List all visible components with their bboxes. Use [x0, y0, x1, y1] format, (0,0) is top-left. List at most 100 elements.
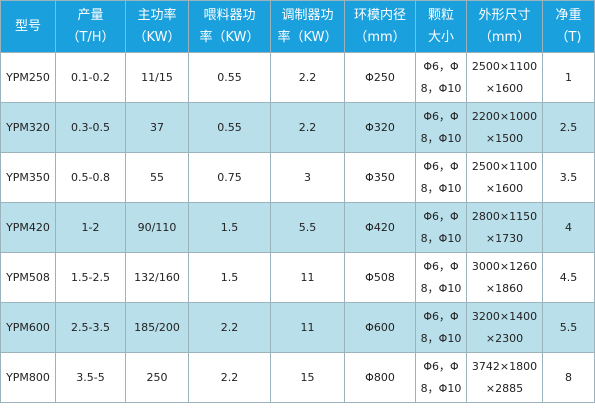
- cell-line: 8，Φ10: [420, 331, 462, 345]
- cell-line: （T/H）: [66, 29, 115, 45]
- header-row: 型号 产量 （T/H） 主功率 （KW） 喂料器功 率（KW） 调制器功 率（KW） 环模内径 （m…: [0, 0, 595, 53]
- table-cell: YPM800: [0, 352, 56, 403]
- cell-line: 环模内径: [353, 7, 406, 23]
- table-cell: 15: [270, 352, 345, 403]
- table-cell: 2.5: [542, 102, 595, 153]
- cell-line: 颗粒: [427, 7, 454, 23]
- table-cell: 0.3-0.5: [55, 102, 126, 153]
- table-cell: 55: [125, 152, 189, 203]
- cell-line: Φ6，Φ: [423, 359, 459, 373]
- cell-line: ×1600: [485, 181, 524, 195]
- table-cell: 90/110: [125, 202, 189, 253]
- table-row: YPM420 1-2 90/110 1.5 5.5 Φ420 Φ6，Φ 8，Φ10 2800×1…: [0, 202, 595, 253]
- table-cell: 3.5: [542, 152, 595, 203]
- table-cell: 5.5: [542, 302, 595, 353]
- table-cell: 3.5-5: [55, 352, 126, 403]
- table-cell: 2200×1000 ×1500: [466, 102, 543, 153]
- cell-line: 3742×1800: [471, 359, 538, 373]
- header-cell: 产量 （T/H）: [55, 0, 126, 53]
- table-row: YPM800 3.5-5 250 2.2 15 Φ800 Φ6，Φ 8，Φ10 3742×180…: [0, 352, 595, 403]
- cell-line: 喂料器功: [203, 7, 256, 23]
- spec-table: 型号 产量 （T/H） 主功率 （KW） 喂料器功 率（KW） 调制器功 率（KW） 环模内径 （m…: [0, 0, 595, 403]
- table-row: YPM508 1.5-2.5 132/160 1.5 11 Φ508 Φ6，Φ 8，Φ10 30…: [0, 252, 595, 303]
- table-cell: 4: [542, 202, 595, 253]
- table-cell: 2.2: [188, 302, 271, 353]
- table-cell: Φ800: [344, 352, 416, 403]
- cell-line: Φ6，Φ: [423, 309, 459, 323]
- table-row: YPM350 0.5-0.8 55 0.75 3 Φ350 Φ6，Φ 8，Φ10 2500×11…: [0, 152, 595, 203]
- header-cell: 喂料器功 率（KW）: [188, 0, 271, 53]
- cell-line: 2500×1100: [471, 59, 538, 73]
- header-cell: 外形尺寸 （mm）: [466, 0, 543, 53]
- table-cell: 1.5-2.5: [55, 252, 126, 303]
- cell-line: 调制器功: [281, 7, 334, 23]
- table-cell: Φ320: [344, 102, 416, 153]
- cell-line: 8，Φ10: [420, 181, 462, 195]
- cell-line: 大小: [427, 29, 454, 45]
- table-cell: 1.5: [188, 252, 271, 303]
- table-cell: 11: [270, 252, 345, 303]
- table-cell: YPM320: [0, 102, 56, 153]
- table-cell: 0.75: [188, 152, 271, 203]
- table-cell: 3742×1800 ×2885: [466, 352, 543, 403]
- table-cell: 1: [542, 52, 595, 103]
- table-cell: 2500×1100 ×1600: [466, 52, 543, 103]
- table-cell: 3000×1260 ×1860: [466, 252, 543, 303]
- table-row: YPM600 2.5-3.5 185/200 2.2 11 Φ600 Φ6，Φ 8，Φ10 32…: [0, 302, 595, 353]
- cell-line: Φ6，Φ: [423, 209, 459, 223]
- table-body: YPM250 0.1-0.2 11/15 0.55 2.2 Φ250 Φ6，Φ 8，Φ10 25…: [0, 52, 595, 403]
- cell-line: （mm）: [478, 29, 531, 45]
- table-cell: 2.2: [270, 52, 345, 103]
- table-cell: Φ250: [344, 52, 416, 103]
- cell-line: 8，Φ10: [420, 381, 462, 395]
- cell-line: （T): [555, 29, 582, 45]
- cell-line: Φ6，Φ: [423, 259, 459, 273]
- cell-line: 型号: [14, 18, 41, 34]
- table-cell: YPM508: [0, 252, 56, 303]
- cell-line: 外形尺寸: [478, 7, 531, 23]
- cell-line: ×1500: [485, 131, 524, 145]
- table-cell: 2.2: [270, 102, 345, 153]
- table-cell: 5.5: [270, 202, 345, 253]
- table-cell: YPM600: [0, 302, 56, 353]
- table-cell: Φ6，Φ 8，Φ10: [415, 152, 467, 203]
- cell-line: ×1860: [485, 281, 524, 295]
- table-cell: 8: [542, 352, 595, 403]
- table-cell: Φ508: [344, 252, 416, 303]
- table-cell: 185/200: [125, 302, 189, 353]
- cell-line: 2800×1150: [471, 209, 538, 223]
- header-cell: 颗粒 大小: [415, 0, 467, 53]
- table-cell: Φ600: [344, 302, 416, 353]
- cell-line: 净重: [555, 7, 582, 23]
- table-cell: 37: [125, 102, 189, 153]
- cell-line: 产量: [77, 7, 104, 23]
- table-cell: 0.5-0.8: [55, 152, 126, 203]
- table-cell: Φ6，Φ 8，Φ10: [415, 352, 467, 403]
- table-cell: 11: [270, 302, 345, 353]
- table-cell: 2500×1100 ×1600: [466, 152, 543, 203]
- table-cell: 1.5: [188, 202, 271, 253]
- table-cell: YPM350: [0, 152, 56, 203]
- cell-line: ×2300: [485, 331, 524, 345]
- table-cell: 250: [125, 352, 189, 403]
- cell-line: Φ6，Φ: [423, 159, 459, 173]
- table-cell: Φ6，Φ 8，Φ10: [415, 102, 467, 153]
- table-cell: 11/15: [125, 52, 189, 103]
- cell-line: 3200×1400: [471, 309, 538, 323]
- cell-line: 8，Φ10: [420, 131, 462, 145]
- cell-line: 8，Φ10: [420, 81, 462, 95]
- table-cell: Φ420: [344, 202, 416, 253]
- cell-line: 2500×1100: [471, 159, 538, 173]
- cell-line: 8，Φ10: [420, 281, 462, 295]
- cell-line: Φ6，Φ: [423, 109, 459, 123]
- table-cell: Φ350: [344, 152, 416, 203]
- cell-line: 3000×1260: [471, 259, 538, 273]
- table-cell: Φ6，Φ 8，Φ10: [415, 202, 467, 253]
- cell-line: （KW）: [133, 29, 181, 45]
- table-cell: 132/160: [125, 252, 189, 303]
- header-cell: 净重 （T): [542, 0, 595, 53]
- table-cell: 2.5-3.5: [55, 302, 126, 353]
- table-cell: Φ6，Φ 8，Φ10: [415, 52, 467, 103]
- table-cell: 3200×1400 ×2300: [466, 302, 543, 353]
- table-cell: 0.55: [188, 52, 271, 103]
